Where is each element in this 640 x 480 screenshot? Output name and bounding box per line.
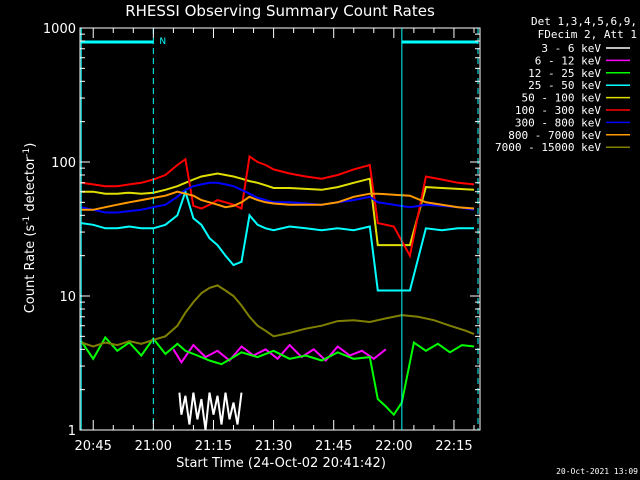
legend-label: 800 - 7000 keV bbox=[508, 129, 601, 142]
legend-header-line-2: FDecim 2, Att 1 bbox=[538, 28, 637, 41]
frame-layer: N bbox=[79, 27, 481, 431]
x-tick-label: 22:00 bbox=[375, 439, 412, 454]
series-line-7 bbox=[80, 181, 475, 214]
series-line-1 bbox=[178, 392, 243, 431]
legend-label: 6 - 12 keV bbox=[535, 54, 602, 67]
x-tick-label: 21:15 bbox=[195, 439, 232, 454]
series-layer bbox=[80, 154, 475, 431]
series-line-8 bbox=[81, 190, 475, 211]
legend: Det 1,3,4,5,6,9, FDecim 2, Att 1 3 - 6 k… bbox=[495, 15, 637, 154]
y-axis-label-sup1: -1 bbox=[22, 216, 32, 225]
chart-title: RHESSI Observing Summary Count Rates bbox=[125, 2, 435, 20]
x-tick-label: 22:15 bbox=[435, 439, 472, 454]
series-line-4 bbox=[81, 188, 474, 292]
x-tick-label: 20:45 bbox=[74, 439, 111, 454]
y-axis-label-mid: detector bbox=[23, 156, 38, 216]
x-tick-label: 21:00 bbox=[135, 439, 172, 454]
legend-label: 7000 - 15000 keV bbox=[495, 141, 601, 154]
y-axis-label-sup2: -1 bbox=[22, 148, 32, 157]
legend-label: 3 - 6 keV bbox=[541, 42, 601, 55]
legend-label: 300 - 800 keV bbox=[515, 116, 601, 129]
y-tick-label: 1 bbox=[68, 424, 76, 439]
series-line-2 bbox=[172, 343, 387, 365]
legend-label: 25 - 50 keV bbox=[528, 79, 601, 92]
footer-timestamp: 20-Oct-2021 13:09 bbox=[556, 467, 638, 476]
axis-layer: 1 10 100 1000 20:45 21:00 21:15 21:30 21:45 22:00… bbox=[43, 22, 480, 454]
series-line-3 bbox=[80, 335, 475, 417]
series-line-9 bbox=[80, 284, 475, 348]
x-tick-label: 21:45 bbox=[315, 439, 352, 454]
plot-frame bbox=[79, 27, 481, 431]
legend-label: 100 - 300 keV bbox=[515, 104, 601, 117]
y-tick-label: 1000 bbox=[43, 22, 76, 37]
y-axis-label-end: ) bbox=[23, 143, 38, 148]
y-axis-label-main: Count Rate (s bbox=[23, 225, 38, 314]
x-axis-label: Start Time (24-Oct-02 20:41:42) bbox=[176, 456, 386, 471]
x-tick-label: 21:30 bbox=[255, 439, 292, 454]
y-axis-label: Count Rate (s-1 detector-1) bbox=[22, 143, 38, 314]
y-tick-label: 10 bbox=[59, 290, 76, 305]
legend-label: 50 - 100 keV bbox=[522, 92, 602, 105]
legend-label: 12 - 25 keV bbox=[528, 67, 601, 80]
legend-header-line-1: Det 1,3,4,5,6,9, bbox=[531, 15, 637, 28]
series-line-6 bbox=[81, 154, 475, 259]
flag-label: N bbox=[159, 37, 166, 47]
y-tick-label: 100 bbox=[51, 156, 76, 171]
